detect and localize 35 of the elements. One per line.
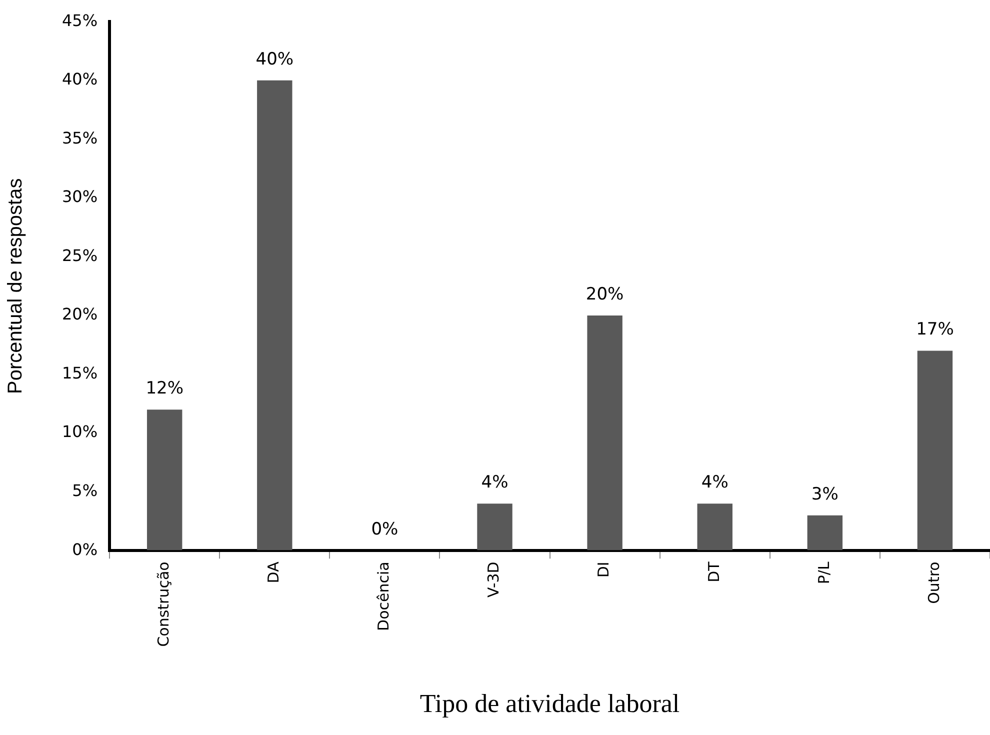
y-tick-label: 5% (72, 481, 98, 500)
data-label: 4% (701, 472, 728, 493)
y-tick-label: 30% (62, 187, 98, 206)
bar (587, 316, 622, 550)
x-tick-label: P/L (814, 561, 833, 584)
data-label: 40% (256, 49, 294, 70)
y-tick-label: 0% (72, 540, 98, 559)
y-tick-label: 20% (62, 304, 98, 324)
y-tick-label: 10% (62, 422, 98, 442)
bar (917, 350, 953, 550)
y-tick-label: 35% (62, 128, 98, 148)
bar (257, 80, 292, 550)
data-label: 3% (811, 484, 838, 504)
data-label: 4% (481, 472, 508, 493)
x-tick-label: DA (264, 560, 283, 584)
x-tick-label: V-3D (484, 562, 503, 598)
data-label: 0% (371, 520, 398, 540)
x-tick-label: DI (594, 562, 613, 578)
bar (697, 504, 732, 550)
data-label: 12% (146, 378, 184, 398)
y-tick-label: 45% (62, 10, 98, 30)
bar (146, 410, 182, 550)
data-label: 17% (916, 320, 954, 340)
y-tick-label: 40% (62, 70, 98, 89)
data-label: 20% (586, 284, 624, 304)
y-tick-label: 15% (62, 363, 98, 382)
bar (477, 504, 512, 550)
y-axis-title: Porcentual de respostas (4, 178, 27, 394)
y-tick-label: 25% (62, 246, 98, 265)
x-tick-label: Construção (154, 562, 172, 647)
x-tick-label: Docência (374, 562, 393, 631)
x-tick-label: Outro (924, 562, 943, 604)
x-tick-label: DT (704, 560, 723, 582)
bar (807, 515, 843, 550)
x-axis-title: Tipo de atividade laboral (420, 689, 680, 718)
